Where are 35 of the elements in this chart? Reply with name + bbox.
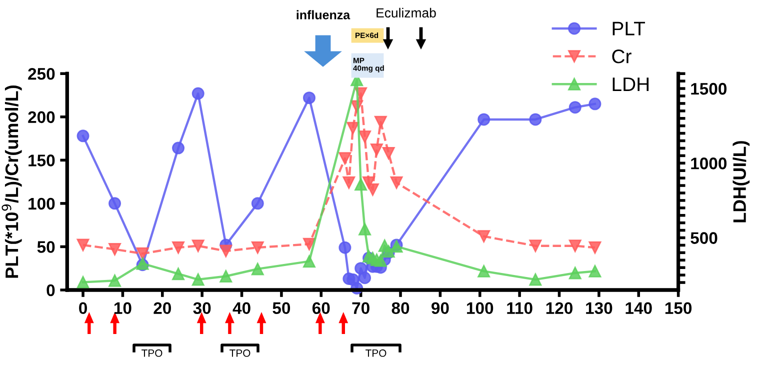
text: Eculizmab bbox=[376, 8, 436, 18]
y-tick-label: 50 bbox=[37, 241, 55, 253]
x-tick-label: 10 bbox=[114, 302, 132, 314]
x-tick-label: 30 bbox=[193, 302, 211, 314]
x-tick-label: 40 bbox=[232, 302, 250, 314]
x-tick-label: 100 bbox=[467, 302, 494, 314]
text: influenza bbox=[296, 10, 350, 20]
text: TPO bbox=[142, 349, 162, 357]
y2-tick-label: 1000 bbox=[691, 158, 727, 170]
x-tick-label: 70 bbox=[352, 302, 370, 314]
x-tick-label: 60 bbox=[312, 302, 330, 314]
y2-axis-title: LDH(UI/L) bbox=[732, 141, 750, 222]
text: TPO bbox=[230, 349, 250, 357]
y2-tick-label: 1500 bbox=[691, 82, 727, 95]
x-tick-label: 50 bbox=[272, 302, 290, 314]
y-axis-title: PLT(*10$^{9}$/L)/Cr(umol/L) bbox=[2, 86, 22, 278]
x-tick-label: 0 bbox=[79, 302, 87, 314]
y-tick-label: 150 bbox=[28, 154, 55, 166]
x-tick-label: 90 bbox=[432, 302, 449, 314]
y-tick-label: 200 bbox=[28, 111, 55, 124]
x-tick-label: 120 bbox=[546, 302, 572, 314]
y-tick-label: 250 bbox=[28, 68, 55, 80]
x-tick-label: 110 bbox=[507, 302, 532, 314]
x-tick-label: 150 bbox=[665, 302, 692, 314]
legend-label: Cr bbox=[612, 50, 632, 64]
y2-tick-label: 500 bbox=[690, 232, 718, 244]
x-tick-label: 130 bbox=[586, 302, 612, 314]
x-tick-label: 20 bbox=[154, 302, 171, 314]
x-tick-label: 140 bbox=[626, 302, 652, 314]
legend-label: PLT bbox=[612, 22, 646, 36]
y-tick-label: 0 bbox=[46, 284, 55, 296]
y-tick-label: 100 bbox=[28, 198, 55, 210]
text: TPO bbox=[366, 349, 386, 357]
x-tick-label: 80 bbox=[392, 302, 410, 314]
legend-label: LDH bbox=[612, 78, 649, 91]
